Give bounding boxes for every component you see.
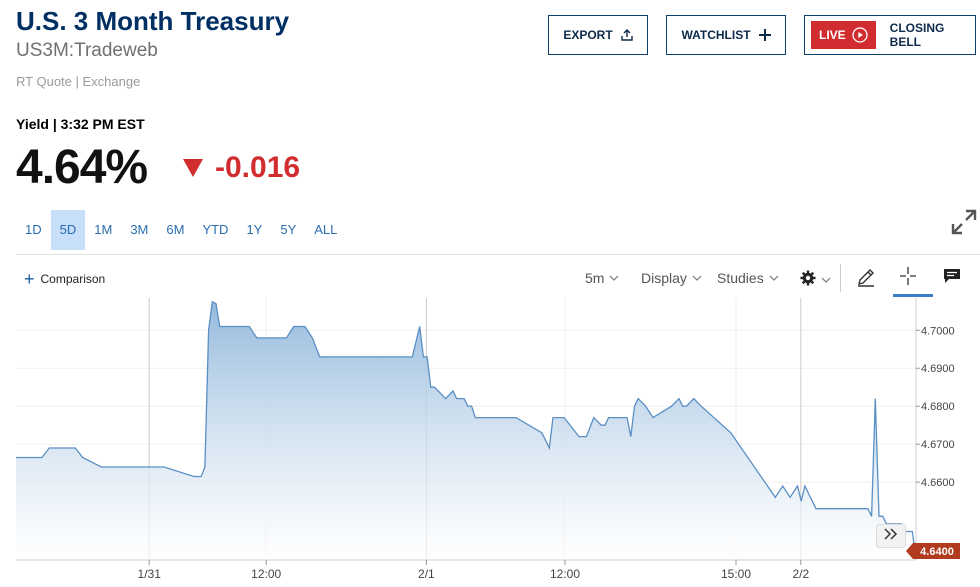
chart-area (16, 302, 916, 560)
x-tick-label: 12:00 (550, 567, 580, 581)
y-axis-ticks: 4.7000 4.6900 4.6800 4.6700 4.6600 (916, 325, 955, 489)
x-tick-label: 2/1 (418, 567, 435, 581)
y-tick-label: 4.6600 (921, 477, 955, 489)
y-tick-label: 4.6800 (921, 401, 955, 413)
price-tag-label: 4.6400 (920, 546, 954, 558)
scroll-to-end-button[interactable] (876, 524, 906, 548)
x-tick-label: 2/2 (792, 567, 809, 581)
price-tag-marker: 4.6400 (906, 543, 960, 559)
y-tick-label: 4.6900 (921, 363, 955, 375)
x-axis-ticks: 1/31 12:00 2/1 12:00 15:00 2/2 (138, 560, 810, 581)
x-tick-label: 1/31 (138, 567, 162, 581)
double-chevron-right-icon (883, 527, 899, 545)
x-tick-label: 12:00 (251, 567, 281, 581)
y-tick-label: 4.6700 (921, 439, 955, 451)
x-tick-label: 15:00 (721, 567, 751, 581)
y-tick-label: 4.7000 (921, 325, 955, 337)
